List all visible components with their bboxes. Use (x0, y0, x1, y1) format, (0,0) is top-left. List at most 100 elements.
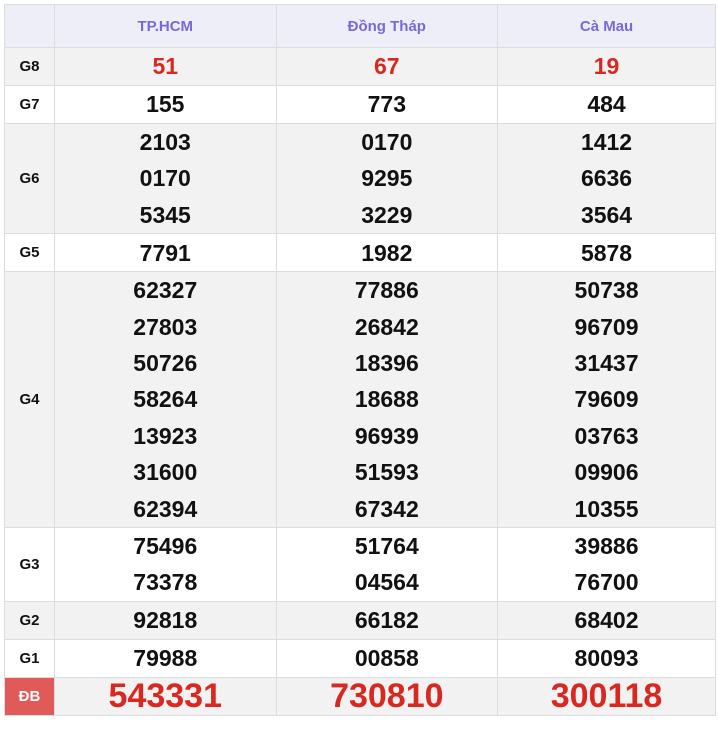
prize-number: 31600 (133, 459, 198, 486)
prize-number: 09906 (574, 459, 639, 486)
prize-number: 50738 (574, 277, 639, 304)
prize-cell: 730810 (275, 676, 499, 716)
prize-number: 96939 (354, 422, 419, 449)
prize-label: G5 (4, 233, 55, 273)
prize-number: 80093 (574, 645, 639, 672)
prize-number: 3564 (580, 201, 633, 228)
prize-number: 67 (374, 53, 400, 80)
prize-row-g4: G4 62327 27803 50726 58264 13923 31600 62394 778… (4, 271, 716, 529)
prize-cell: 80093 (497, 638, 716, 678)
prize-number: 68402 (574, 607, 639, 634)
prize-number: 0170 (139, 165, 191, 192)
prize-cell: 67 (275, 47, 499, 86)
prize-number: 13923 (133, 422, 198, 449)
prize-cell: 0170 9295 3229 (275, 122, 499, 235)
header-corner (4, 4, 55, 48)
prize-number: 3229 (361, 201, 413, 228)
prize-number: 31437 (574, 350, 639, 377)
prize-number: 0170 (361, 129, 413, 155)
prize-number: 92818 (133, 607, 198, 634)
prize-number: 03763 (574, 422, 639, 449)
prize-row-g5: G5 7791 1982 5878 (4, 233, 716, 273)
prize-cell: 2103 0170 5345 (54, 122, 277, 235)
prize-number: 2103 (139, 129, 191, 155)
prize-number: 96709 (574, 313, 639, 340)
prize-number: 18688 (354, 386, 419, 413)
prize-number: 04564 (354, 569, 419, 596)
province-header: Đồng Tháp (275, 4, 499, 48)
prize-cell: 300118 (497, 676, 716, 716)
prize-number: 50726 (133, 350, 198, 377)
prize-number: 62394 (133, 495, 198, 522)
prize-number: 18396 (354, 350, 419, 377)
prize-number: 155 (146, 91, 185, 118)
prize-cell: 51764 04564 (275, 527, 499, 602)
prize-label: G2 (4, 600, 55, 640)
prize-label: ĐB (4, 676, 55, 716)
prize-number: 19 (593, 53, 620, 80)
prize-number: 543331 (108, 677, 222, 716)
prize-number: 300118 (550, 677, 663, 716)
prize-number: 00858 (354, 645, 419, 672)
prize-label: G3 (4, 527, 55, 602)
prize-row-g1: G1 79988 00858 80093 (4, 638, 716, 678)
prize-cell: 62327 27803 50726 58264 13923 31600 62394 (54, 271, 277, 529)
prize-number: 5878 (580, 239, 633, 266)
prize-number: 76700 (574, 569, 639, 596)
prize-cell: 5878 (497, 233, 716, 273)
prize-cell: 1412 6636 3564 (497, 122, 716, 235)
prize-cell: 39886 76700 (497, 527, 716, 602)
prize-cell: 543331 (54, 676, 277, 716)
prize-number: 58264 (133, 386, 198, 413)
prize-row-đb: ĐB 543331 730810 300118 (4, 676, 716, 716)
prize-cell: 00858 (275, 638, 499, 678)
prize-cell: 7791 (54, 233, 277, 273)
prize-label: G8 (4, 47, 55, 86)
prize-cell: 155 (54, 85, 277, 124)
prize-cell: 50738 96709 31437 79609 03763 09906 10355 (497, 271, 716, 529)
prize-number: 9295 (361, 165, 413, 192)
prize-number: 730810 (330, 677, 444, 716)
prize-number: 6636 (580, 165, 633, 192)
prize-label: G4 (4, 271, 55, 529)
prize-cell: 79988 (54, 638, 277, 678)
prize-number: 26842 (354, 313, 419, 340)
prize-number: 51 (152, 53, 179, 80)
prize-number: 62327 (133, 277, 198, 304)
prize-number: 79609 (574, 386, 639, 413)
prize-cell: 77886 26842 18396 18688 96939 51593 67342 (275, 271, 499, 529)
province-header: TP.HCM (54, 4, 277, 48)
lottery-results-table: TP.HCM Đồng Tháp Cà Mau G8 51 67 19 G7 155 773… (4, 4, 716, 716)
prize-cell: 68402 (497, 600, 716, 640)
prize-label: G6 (4, 122, 55, 235)
prize-number: 51593 (354, 459, 419, 486)
province-header: Cà Mau (497, 4, 716, 48)
prize-number: 27803 (133, 313, 198, 340)
prize-cell: 75496 73378 (54, 527, 277, 602)
prize-cell: 66182 (275, 600, 499, 640)
prize-cell: 1982 (275, 233, 499, 273)
prize-label: G1 (4, 638, 55, 678)
prize-row-g8: G8 51 67 19 (4, 47, 716, 86)
prize-number: 51764 (354, 533, 419, 560)
prize-cell: 484 (497, 85, 716, 124)
prize-number: 77886 (354, 277, 419, 304)
prize-number: 484 (587, 91, 626, 118)
prize-number: 79988 (133, 645, 198, 672)
prize-label: G7 (4, 85, 55, 124)
prize-cell: 51 (54, 47, 277, 86)
prize-row-g6: G6 2103 0170 5345 0170 9295 3229 1412 6636 3564 (4, 122, 716, 235)
header-row: TP.HCM Đồng Tháp Cà Mau (4, 4, 716, 48)
prize-cell: 773 (275, 85, 499, 124)
prize-cell: 92818 (54, 600, 277, 640)
prize-number: 5345 (139, 201, 191, 228)
prize-number: 1412 (580, 129, 633, 155)
prize-number: 10355 (574, 495, 639, 522)
prize-row-g2: G2 92818 66182 68402 (4, 600, 716, 640)
prize-number: 75496 (133, 533, 198, 560)
prize-number: 73378 (133, 569, 198, 596)
prize-row-g3: G3 75496 73378 51764 04564 39886 76700 (4, 527, 716, 602)
prize-number: 67342 (354, 495, 419, 522)
prize-cell: 19 (497, 47, 716, 86)
prize-number: 66182 (354, 607, 419, 634)
